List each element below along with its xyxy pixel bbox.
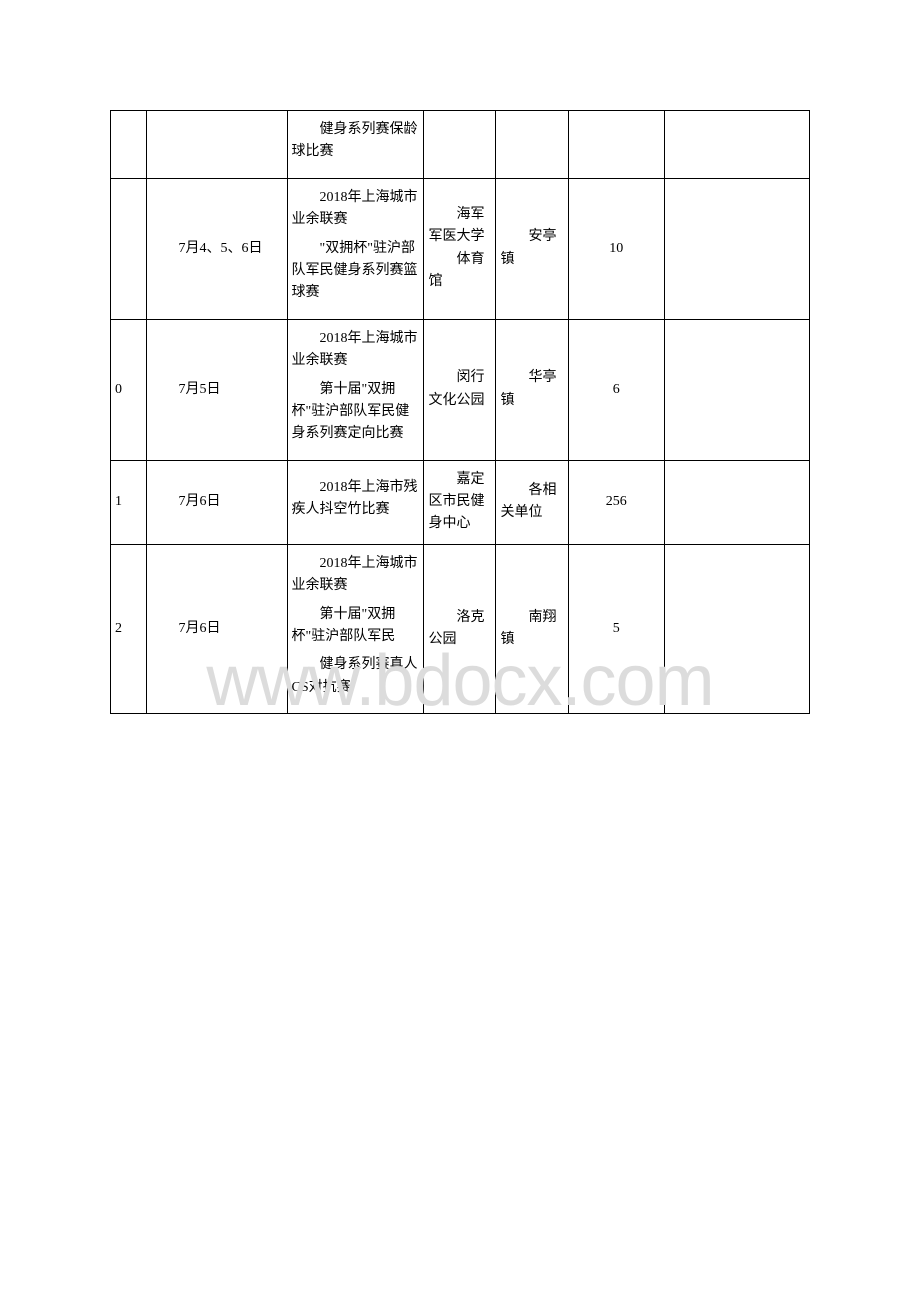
cell-event: 2018年上海城市业余联赛 第十届"双拥杯"驻沪部队军民健身系列赛定向比赛 — [287, 319, 424, 460]
table-row: 7月4、5、6日 2018年上海城市业余联赛 "双拥杯"驻沪部队军民健身系列赛篮… — [111, 178, 810, 319]
cell-note — [664, 460, 809, 544]
cell-date: 7月5日 — [146, 319, 287, 460]
table-row: 健身系列赛保龄球比赛 — [111, 111, 810, 179]
cell-unit: 华亭镇 — [496, 319, 568, 460]
venue-text: 嘉定区市民健身中心 — [428, 469, 491, 536]
cell-index: 2 — [111, 544, 147, 713]
unit-text: 安亭镇 — [500, 226, 563, 271]
table-row: 0 7月5日 2018年上海城市业余联赛 第十届"双拥杯"驻沪部队军民健身系列赛… — [111, 319, 810, 460]
events-table: 健身系列赛保龄球比赛 7月4、5、6日 2018年上海城市业余联赛 "双拥杯"驻… — [110, 110, 810, 714]
cell-count: 256 — [568, 460, 664, 544]
cell-date: 7月4、5、6日 — [146, 178, 287, 319]
cell-note — [664, 178, 809, 319]
cell-unit: 安亭镇 — [496, 178, 568, 319]
cell-event: 健身系列赛保龄球比赛 — [287, 111, 424, 179]
unit-text: 华亭镇 — [500, 367, 563, 412]
event-text: "双拥杯"驻沪部队军民健身系列赛篮球赛 — [292, 238, 420, 305]
table-row: 2 7月6日 2018年上海城市业余联赛 第十届"双拥杯"驻沪部队军民 健身系列… — [111, 544, 810, 713]
cell-count — [568, 111, 664, 179]
cell-count: 10 — [568, 178, 664, 319]
event-text: 第十届"双拥杯"驻沪部队军民 — [292, 604, 420, 649]
cell-count: 5 — [568, 544, 664, 713]
cell-date: 7月6日 — [146, 460, 287, 544]
cell-note — [664, 111, 809, 179]
cell-index: 1 — [111, 460, 147, 544]
cell-event: 2018年上海城市业余联赛 第十届"双拥杯"驻沪部队军民 健身系列赛真人CS对抗… — [287, 544, 424, 713]
event-text: 健身系列赛保龄球比赛 — [292, 119, 420, 164]
event-text: 第十届"双拥杯"驻沪部队军民健身系列赛定向比赛 — [292, 379, 420, 446]
venue-text: 洛克公园 — [428, 607, 491, 652]
unit-text: 各相关单位 — [500, 480, 563, 525]
cell-venue: 海军军医大学 体育馆 — [424, 178, 496, 319]
cell-note — [664, 544, 809, 713]
cell-event: 2018年上海市残疾人抖空竹比赛 — [287, 460, 424, 544]
document-page: 健身系列赛保龄球比赛 7月4、5、6日 2018年上海城市业余联赛 "双拥杯"驻… — [0, 0, 920, 794]
event-text: 2018年上海城市业余联赛 — [292, 187, 420, 232]
cell-venue — [424, 111, 496, 179]
event-text: 健身系列赛真人CS对抗赛 — [292, 654, 420, 699]
cell-count: 6 — [568, 319, 664, 460]
event-text: 2018年上海市残疾人抖空竹比赛 — [292, 477, 420, 522]
venue-text: 体育馆 — [428, 249, 491, 294]
cell-index — [111, 111, 147, 179]
venue-text: 闵行文化公园 — [428, 367, 491, 412]
cell-event: 2018年上海城市业余联赛 "双拥杯"驻沪部队军民健身系列赛篮球赛 — [287, 178, 424, 319]
cell-index — [111, 178, 147, 319]
cell-date: 7月6日 — [146, 544, 287, 713]
cell-unit: 各相关单位 — [496, 460, 568, 544]
cell-unit — [496, 111, 568, 179]
event-text: 2018年上海城市业余联赛 — [292, 553, 420, 598]
cell-venue: 嘉定区市民健身中心 — [424, 460, 496, 544]
unit-text: 南翔镇 — [500, 607, 563, 652]
event-text: 2018年上海城市业余联赛 — [292, 328, 420, 373]
table-row: 1 7月6日 2018年上海市残疾人抖空竹比赛 嘉定区市民健身中心 各相关单位 … — [111, 460, 810, 544]
cell-unit: 南翔镇 — [496, 544, 568, 713]
cell-venue: 洛克公园 — [424, 544, 496, 713]
cell-venue: 闵行文化公园 — [424, 319, 496, 460]
venue-text: 海军军医大学 — [428, 204, 491, 249]
cell-index: 0 — [111, 319, 147, 460]
cell-note — [664, 319, 809, 460]
cell-date — [146, 111, 287, 179]
